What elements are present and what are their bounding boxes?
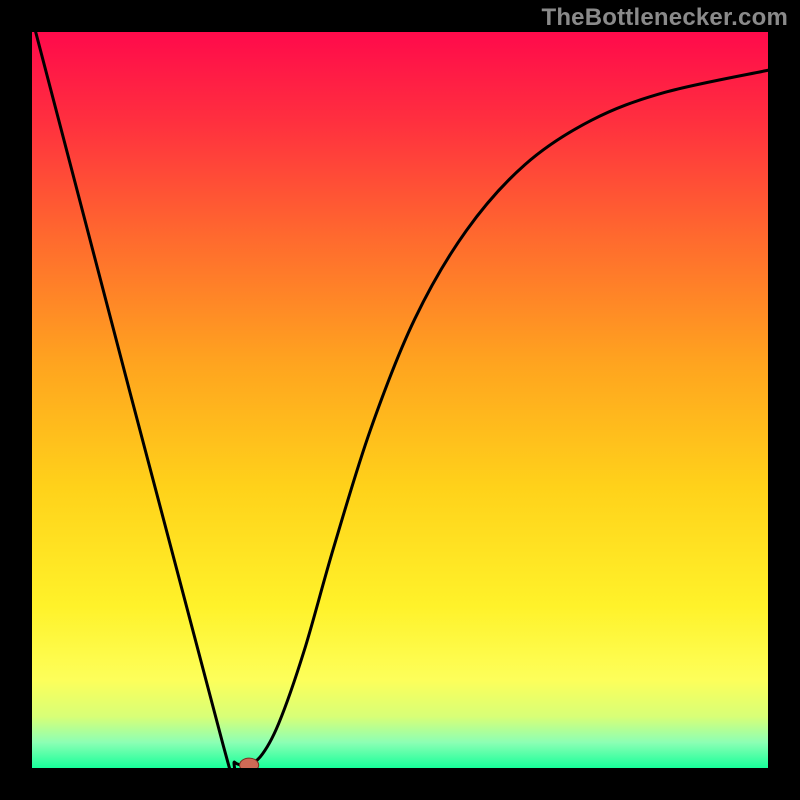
chart-frame: TheBottlenecker.com <box>0 0 800 800</box>
watermark-label: TheBottlenecker.com <box>541 4 788 32</box>
plot-background <box>32 32 768 768</box>
bottleneck-chart <box>0 0 800 800</box>
